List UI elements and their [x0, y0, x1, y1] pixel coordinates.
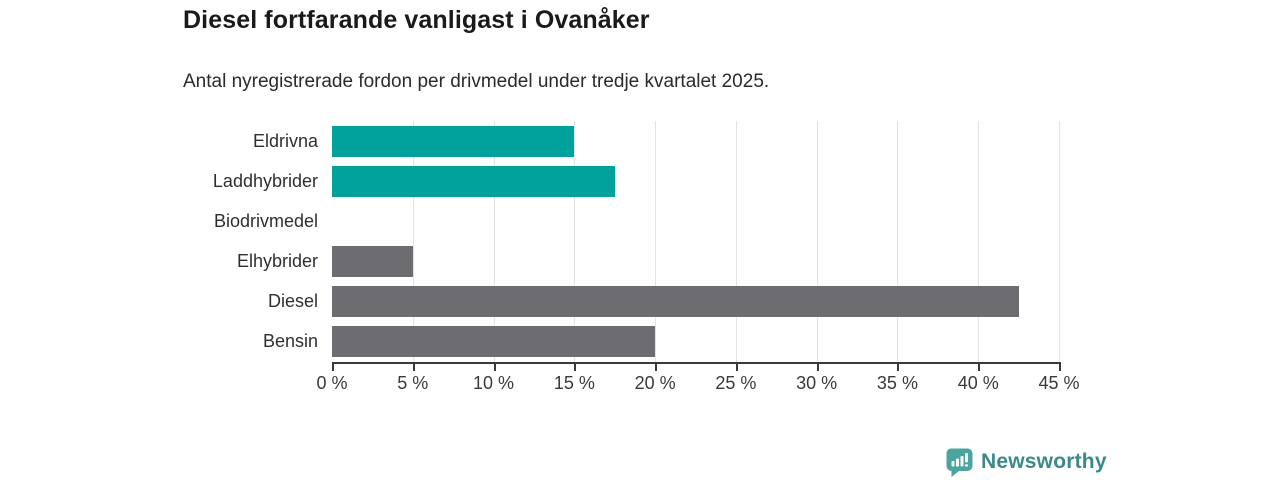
x-axis-tick-label: 45 % [1038, 373, 1080, 393]
x-axis-tick [655, 364, 658, 371]
gridline [1059, 121, 1060, 362]
gridline [412, 121, 414, 362]
x-axis-tick [735, 364, 738, 371]
x-axis-tick [897, 364, 900, 371]
x-axis-tick-label: 25 % [715, 373, 757, 393]
gridline [574, 121, 576, 362]
category-label: Laddhybrider [212, 171, 318, 191]
x-axis-tick [332, 364, 334, 371]
chart-subtitle: Antal nyregistrerade fordon per drivmede… [183, 71, 770, 92]
gridline [655, 121, 657, 362]
category-label: Diesel [267, 291, 318, 311]
bar [332, 246, 413, 277]
gridline [897, 121, 899, 362]
category-label: Elhybrider [236, 251, 318, 271]
x-axis-tick [816, 364, 819, 371]
x-axis-tick-label: 15 % [553, 373, 595, 393]
gridline [978, 121, 980, 362]
x-axis-tick-label: 5 % [397, 373, 429, 393]
newsworthy-logo[interactable]: Newsworthy [944, 447, 1107, 477]
x-axis-tick-label: 10 % [473, 373, 515, 393]
category-label: Bensin [262, 331, 318, 351]
bar-chart-pin-icon [944, 447, 974, 477]
x-axis-tick-label: 40 % [957, 373, 999, 393]
chart-title: Diesel fortfarande vanligast i Ovanåker [183, 6, 650, 34]
bar [332, 286, 1019, 317]
x-axis-line [332, 362, 1061, 364]
bar [332, 166, 615, 197]
category-label: Eldrivna [252, 131, 318, 151]
x-axis-tick-label: 35 % [876, 373, 918, 393]
gridline [735, 121, 737, 362]
bar [332, 326, 656, 357]
gridline [816, 121, 818, 362]
x-axis-tick-label: 30 % [796, 373, 838, 393]
x-axis-tick [978, 364, 981, 371]
x-axis-tick [493, 364, 496, 371]
x-axis-tick [1059, 364, 1061, 371]
gridline [493, 121, 495, 362]
newsworthy-logo-text: Newsworthy [981, 450, 1107, 473]
bar [332, 126, 575, 157]
x-axis-tick-label: 20 % [634, 373, 676, 393]
x-axis-tick-label: 0 % [316, 373, 348, 393]
x-axis-tick [574, 364, 577, 371]
x-axis-tick [412, 364, 415, 371]
category-label: Biodrivmedel [213, 211, 318, 231]
